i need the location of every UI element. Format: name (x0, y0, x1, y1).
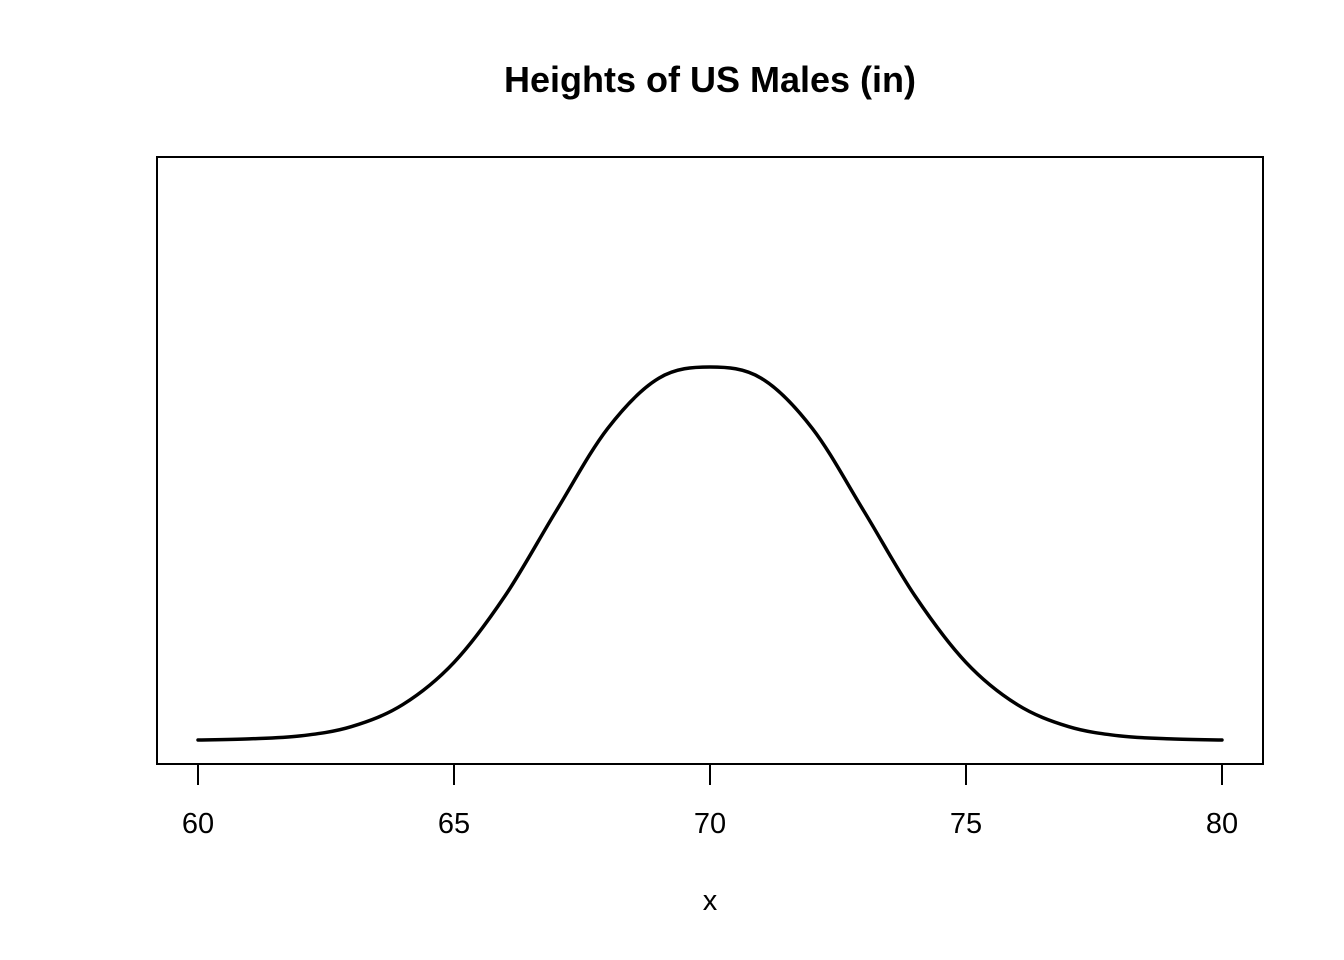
x-tick-label: 70 (694, 808, 726, 840)
series-layer (196, 365, 1224, 742)
chart-title: Heights of US Males (in) (504, 59, 916, 100)
x-tick-label: 65 (438, 808, 470, 840)
series-line-0 (196, 365, 1224, 742)
x-axis: 60 65 70 75 80 (182, 763, 1238, 840)
x-tick-label: 75 (950, 808, 982, 840)
plot-frame (156, 156, 1264, 765)
x-tick-label: 60 (182, 808, 214, 840)
x-tick-label: 80 (1206, 808, 1238, 840)
x-axis-label: x (703, 885, 718, 917)
